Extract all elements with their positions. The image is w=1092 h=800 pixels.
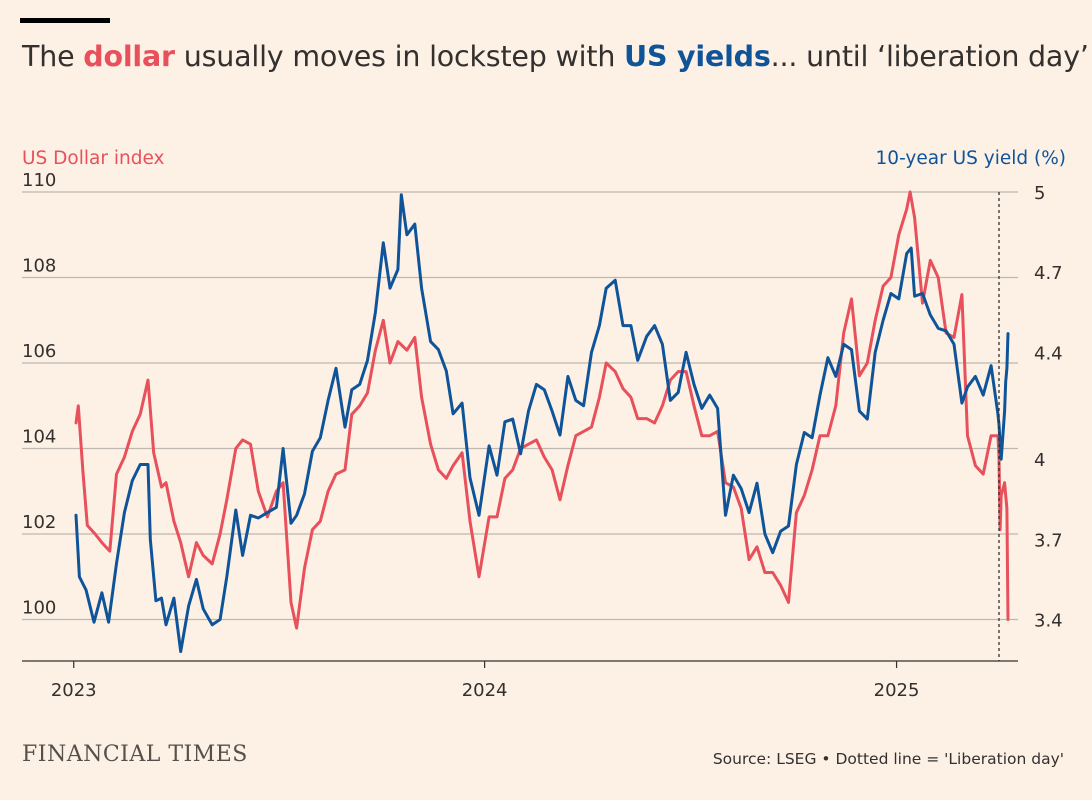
- left-tick-label: 100: [22, 598, 56, 619]
- left-tick-label: 106: [22, 341, 56, 362]
- series-group: [74, 190, 1010, 654]
- right-tick-label: 4.7: [1034, 263, 1063, 284]
- yield-line: [74, 193, 1010, 654]
- dollar-index-line: [74, 190, 1010, 630]
- left-tick-label: 102: [22, 512, 56, 533]
- left-tick-label: 104: [22, 427, 56, 448]
- right-axis-ticks: 3.4 3.7 4 4.4 4.7 5: [1034, 183, 1063, 632]
- chart-title: The dollar usually moves in lockstep wit…: [22, 40, 1089, 73]
- x-tick-label: 2024: [462, 680, 508, 701]
- left-axis-label: US Dollar index: [22, 148, 164, 169]
- x-axis: 2023 2024 2025: [22, 660, 1018, 701]
- x-tick-label: 2025: [874, 680, 920, 701]
- title-rule: [20, 18, 110, 23]
- source-note: Source: LSEG • Dotted line = 'Liberation…: [712, 750, 1064, 768]
- x-tick-label: 2023: [51, 680, 97, 701]
- left-tick-label: 110: [22, 170, 56, 191]
- left-axis-ticks: 100 102 104 106 108 110: [22, 170, 56, 619]
- right-tick-label: 5: [1034, 183, 1045, 204]
- right-tick-label: 4.4: [1034, 343, 1063, 364]
- gridlines: [22, 191, 1018, 621]
- left-tick-label: 108: [22, 256, 56, 277]
- right-axis-label: 10-year US yield (%): [876, 148, 1066, 169]
- title-yields-keyword: US yields: [624, 40, 771, 73]
- right-tick-label: 4: [1034, 450, 1045, 471]
- ft-logo: FINANCIAL TIMES: [22, 742, 248, 767]
- title-dollar-keyword: dollar: [83, 40, 175, 73]
- right-tick-label: 3.7: [1034, 530, 1063, 551]
- right-tick-label: 3.4: [1034, 611, 1063, 632]
